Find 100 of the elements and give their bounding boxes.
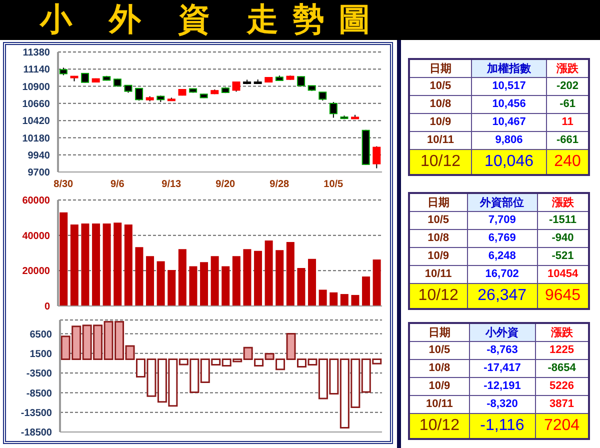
text: 小外資 xyxy=(469,323,536,341)
text: 10,517 xyxy=(471,77,547,95)
text: 10/5 xyxy=(409,211,468,229)
y-tick-label: 10660 xyxy=(22,98,50,110)
text: 9645 xyxy=(537,283,589,309)
bar xyxy=(372,259,381,306)
text: 1225 xyxy=(535,341,589,359)
bar xyxy=(351,294,360,306)
candlestick xyxy=(81,72,90,84)
text: 10/9 xyxy=(409,377,470,395)
y-tick-label: 10900 xyxy=(22,82,50,93)
chart-title: 小 外 資 走勢圖 xyxy=(40,0,385,39)
text: 10/5 xyxy=(409,77,472,95)
bar xyxy=(254,250,262,306)
text: 6,248 xyxy=(467,247,538,265)
text: 10/5 xyxy=(409,341,470,359)
bar xyxy=(189,266,198,306)
bar xyxy=(114,222,122,306)
bar xyxy=(232,256,240,306)
text: -61 xyxy=(546,95,589,113)
y-tick-label: 0 xyxy=(44,302,50,313)
y-tick-label: 9940 xyxy=(28,150,50,162)
y-tick-label: 10420 xyxy=(22,116,50,128)
text: 10/11 xyxy=(409,265,468,283)
text: 3871 xyxy=(535,395,589,413)
text: 10/12 xyxy=(409,283,468,309)
candlestick xyxy=(135,88,144,102)
y-tick-label: -18500 xyxy=(20,428,52,439)
text: -8,320 xyxy=(469,395,536,413)
text: 10/8 xyxy=(409,95,472,113)
y-tick-label: 6500 xyxy=(30,329,52,340)
bar xyxy=(264,240,273,306)
x-tick-label: 9/28 xyxy=(270,179,290,190)
text: 5226 xyxy=(535,377,589,395)
y-tick-label: 1500 xyxy=(30,348,52,360)
text: 240 xyxy=(546,149,589,175)
bar xyxy=(124,224,132,306)
y-tick-label: 9700 xyxy=(28,168,50,179)
text: 16,702 xyxy=(467,265,538,283)
text: 10/12 xyxy=(409,413,470,439)
y-tick-label: -8500 xyxy=(26,388,52,400)
bar xyxy=(178,249,186,306)
bar xyxy=(200,262,208,306)
bar xyxy=(297,268,306,306)
text: 日期 xyxy=(409,59,472,77)
text: -1,116 xyxy=(469,413,536,439)
x-tick-label: 10/5 xyxy=(324,179,344,190)
x-tick-label: 8/30 xyxy=(54,179,74,190)
text: 漲跌 xyxy=(537,193,589,211)
candlestick xyxy=(232,82,240,92)
text: 10/9 xyxy=(409,113,472,131)
x-tick-label: 9/20 xyxy=(216,179,236,190)
text: 7,709 xyxy=(467,211,538,229)
bar xyxy=(92,223,100,306)
bar xyxy=(222,266,230,306)
bar xyxy=(340,294,348,306)
candlestick xyxy=(329,102,338,118)
text: 10/12 xyxy=(409,149,472,175)
text: -940 xyxy=(537,229,589,247)
text: 10454 xyxy=(537,265,589,283)
bar xyxy=(330,292,338,306)
text: 漲跌 xyxy=(546,59,589,77)
bar xyxy=(362,276,370,306)
y-tick-label: -13500 xyxy=(20,408,52,419)
bar xyxy=(276,250,284,306)
y-tick-label: 10180 xyxy=(22,133,50,144)
bar xyxy=(168,270,176,306)
text: -8,763 xyxy=(469,341,536,359)
text: 日期 xyxy=(409,193,468,211)
text: -12,191 xyxy=(469,377,536,395)
text: 10/8 xyxy=(409,359,470,377)
text: -8654 xyxy=(535,359,589,377)
bar xyxy=(286,242,294,306)
text: 10/9 xyxy=(409,247,468,265)
bar xyxy=(135,247,144,306)
bar xyxy=(210,256,219,306)
bar xyxy=(156,261,165,306)
bar xyxy=(70,224,78,306)
candlestick xyxy=(372,146,381,169)
text: -202 xyxy=(546,77,589,95)
text: -1511 xyxy=(537,211,589,229)
text: 10/11 xyxy=(409,131,472,149)
bar xyxy=(81,223,90,306)
text: 7204 xyxy=(535,413,589,439)
text: 日期 xyxy=(409,323,470,341)
text: 10/11 xyxy=(409,395,470,413)
x-tick-label: 9/6 xyxy=(110,179,125,190)
text: -17,417 xyxy=(469,359,536,377)
text: 10,046 xyxy=(471,149,547,175)
bar xyxy=(318,290,327,306)
x-tick-label: 9/13 xyxy=(162,179,182,190)
text: 漲跌 xyxy=(535,323,589,341)
candlestick xyxy=(297,76,306,87)
text: 外資部位 xyxy=(467,193,538,211)
bar xyxy=(243,249,252,306)
text: 加權指數 xyxy=(471,59,547,77)
y-tick-label: 60000 xyxy=(22,196,50,207)
text: 10,467 xyxy=(471,113,547,131)
text: 11 xyxy=(546,113,589,131)
y-tick-label: 20000 xyxy=(22,266,50,278)
